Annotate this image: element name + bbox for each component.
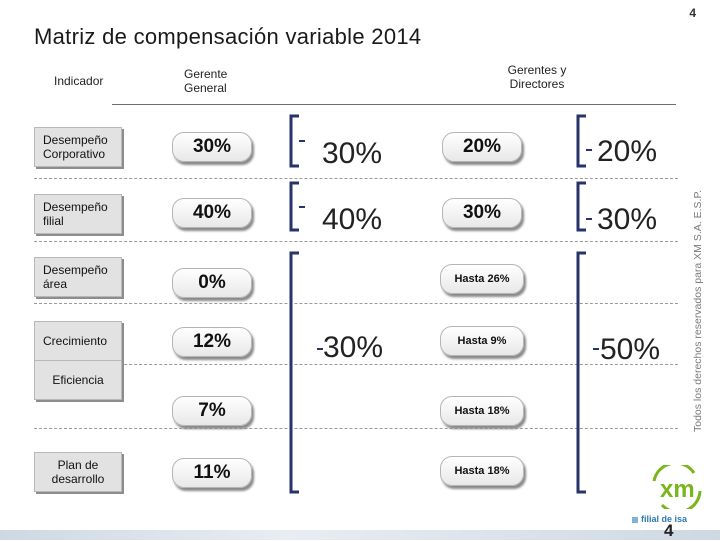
gd-total-filial: 30% (597, 203, 658, 236)
indicator-desempeno-corporativo: Desempeño Corporativo (34, 127, 122, 167)
gd-total-rest: 50% (600, 333, 661, 366)
indicator-desempeno-area: Desempeño área (34, 257, 122, 297)
bottom-bar (0, 530, 720, 540)
header-indicator: Indicador (54, 74, 104, 88)
header-gerente-general: Gerente General (184, 67, 228, 95)
gd-value-eficiencia: Hasta 18% (440, 396, 524, 426)
bracket-gg-rest (289, 251, 299, 494)
copyright-text: Todos los derechos reservados para XM S.… (692, 189, 704, 432)
indicator-eficiencia: Eficiencia (34, 360, 122, 400)
gg-value-filial: 40% (172, 198, 252, 228)
indicator-desempeno-filial: Desempeño filial (34, 194, 122, 234)
gg-total-filial: 40% (322, 203, 383, 236)
row-divider (34, 428, 678, 429)
bracket-gg-corporativo (289, 114, 299, 168)
logo-tagline: filial de isa (632, 514, 687, 524)
row-divider (34, 241, 678, 242)
gg-total-rest: 30% (323, 331, 384, 364)
bracket-gd-rest (576, 251, 586, 494)
bracket-gd-filial (576, 181, 586, 232)
indicator-plan-desarrollo: Plan de desarrollo (34, 452, 122, 492)
tagline-square-icon (632, 516, 638, 523)
gg-value-eficiencia: 7% (172, 396, 252, 426)
xm-logo: xm (652, 465, 702, 509)
logo-text: xm (660, 476, 695, 503)
gd-value-corporativo: 20% (442, 132, 522, 162)
gd-value-crecimiento: Hasta 9% (440, 326, 524, 356)
gg-value-corporativo: 30% (172, 132, 252, 162)
logo-tagline-text: filial de isa (641, 514, 688, 524)
gd-value-area: Hasta 26% (440, 264, 524, 294)
header-gerentes-directores: Gerentes y Directores (507, 63, 567, 91)
gd-value-filial: 30% (442, 198, 522, 228)
gd-value-plan-desarrollo: Hasta 18% (440, 456, 524, 486)
row-divider (34, 364, 678, 365)
bracket-gd-corporativo (576, 114, 586, 168)
gg-value-plan-desarrollo: 11% (172, 458, 252, 488)
gg-value-crecimiento: 12% (172, 327, 252, 357)
gg-value-area: 0% (172, 268, 252, 298)
bracket-gg-filial (289, 181, 299, 232)
page-number-top: 4 (689, 6, 696, 20)
gg-total-corporativo: 30% (322, 137, 383, 170)
page-number-bottom: 4 (664, 521, 674, 540)
row-divider (34, 303, 678, 304)
row-divider (34, 178, 678, 179)
gd-total-corporativo: 20% (597, 135, 658, 168)
page-title: Matriz de compensación variable 2014 (34, 24, 422, 49)
indicator-crecimiento: Crecimiento (34, 321, 122, 361)
header-divider (112, 104, 676, 105)
